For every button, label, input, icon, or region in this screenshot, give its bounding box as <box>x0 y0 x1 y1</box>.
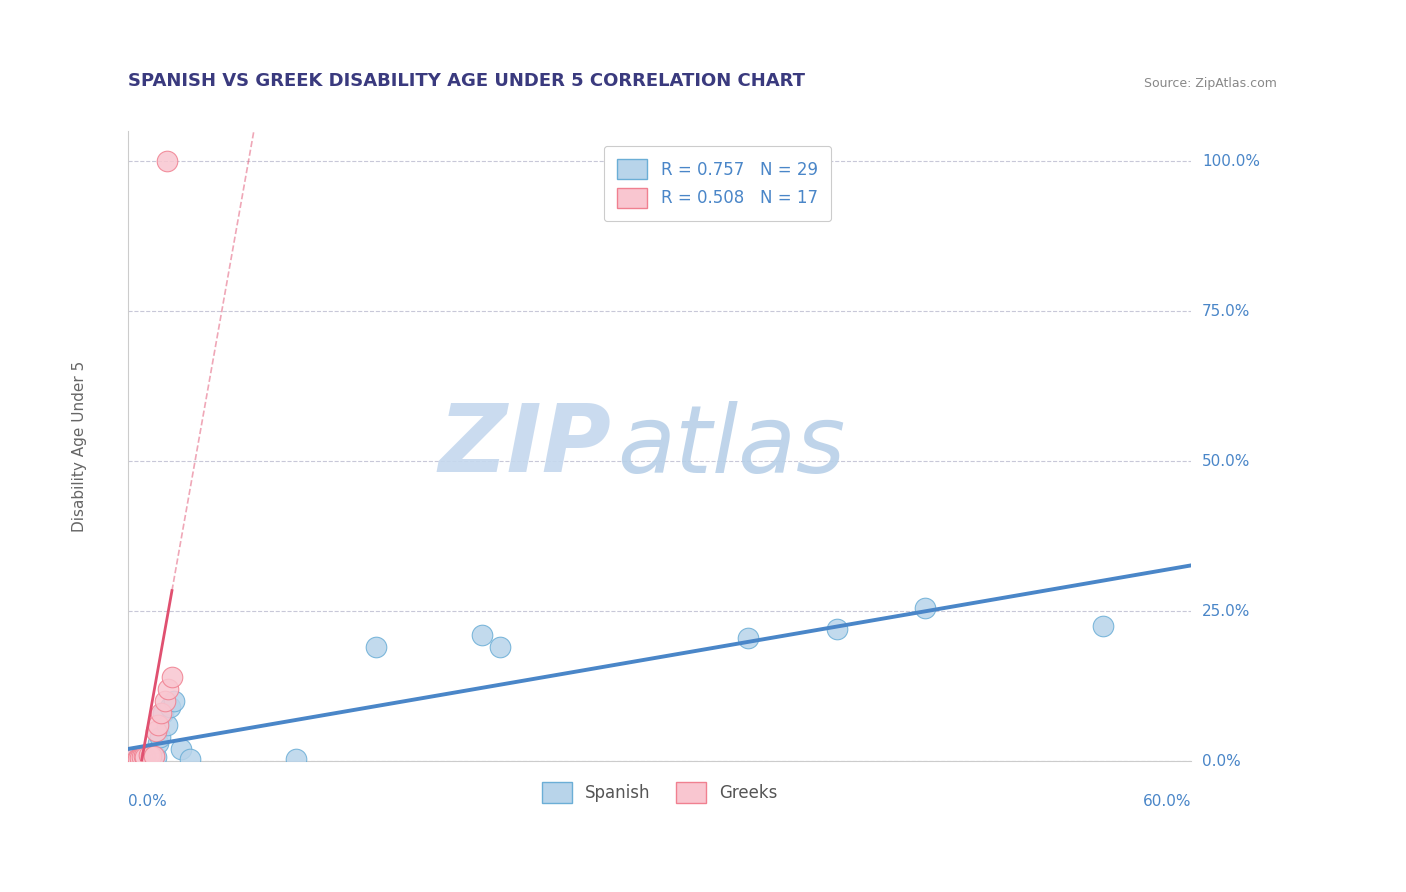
Text: atlas: atlas <box>617 401 845 491</box>
Point <box>159 700 181 714</box>
Text: Source: ZipAtlas.com: Source: ZipAtlas.com <box>1143 78 1277 90</box>
Point <box>129 752 152 766</box>
Point <box>141 752 163 766</box>
Text: 60.0%: 60.0% <box>1143 794 1191 809</box>
Point <box>131 750 153 764</box>
Point <box>129 751 152 765</box>
Point <box>132 749 155 764</box>
Point <box>138 752 160 766</box>
Text: 75.0%: 75.0% <box>1202 303 1250 318</box>
Point <box>156 154 179 169</box>
Point <box>143 749 166 764</box>
Point <box>136 752 159 766</box>
Text: Disability Age Under 5: Disability Age Under 5 <box>72 360 87 532</box>
Point <box>150 706 173 720</box>
Legend: Spanish, Greeks: Spanish, Greeks <box>536 776 785 809</box>
Point <box>143 750 166 764</box>
Point <box>179 752 201 766</box>
Point <box>146 718 169 732</box>
Point <box>134 753 156 767</box>
Point <box>145 724 167 739</box>
Point <box>170 742 193 756</box>
Point <box>156 718 179 732</box>
Point <box>148 730 170 744</box>
Point <box>471 628 494 642</box>
Point <box>364 640 387 654</box>
Point <box>153 694 176 708</box>
Point <box>145 750 167 764</box>
Point <box>125 752 148 766</box>
Point <box>127 753 149 767</box>
Point <box>152 706 174 720</box>
Point <box>285 752 308 766</box>
Point <box>163 694 186 708</box>
Point <box>737 631 759 645</box>
Point <box>160 670 183 684</box>
Point <box>122 752 145 766</box>
Text: 0.0%: 0.0% <box>1202 754 1240 769</box>
Point <box>1091 619 1114 633</box>
Point <box>131 752 153 766</box>
Text: 100.0%: 100.0% <box>1202 153 1260 169</box>
Text: 0.0%: 0.0% <box>128 794 166 809</box>
Point <box>138 748 160 763</box>
Point <box>134 750 156 764</box>
Text: SPANISH VS GREEK DISABILITY AGE UNDER 5 CORRELATION CHART: SPANISH VS GREEK DISABILITY AGE UNDER 5 … <box>128 72 804 90</box>
Point <box>914 601 936 615</box>
Point <box>825 622 848 636</box>
Text: 25.0%: 25.0% <box>1202 604 1250 618</box>
Point <box>122 753 145 767</box>
Text: ZIP: ZIP <box>439 401 612 492</box>
Text: 50.0%: 50.0% <box>1202 454 1250 468</box>
Point <box>127 752 149 766</box>
Point <box>139 748 162 763</box>
Point <box>157 682 180 697</box>
Point <box>489 640 512 654</box>
Point <box>132 752 155 766</box>
Point <box>125 752 148 766</box>
Point <box>146 736 169 750</box>
Point <box>139 751 162 765</box>
